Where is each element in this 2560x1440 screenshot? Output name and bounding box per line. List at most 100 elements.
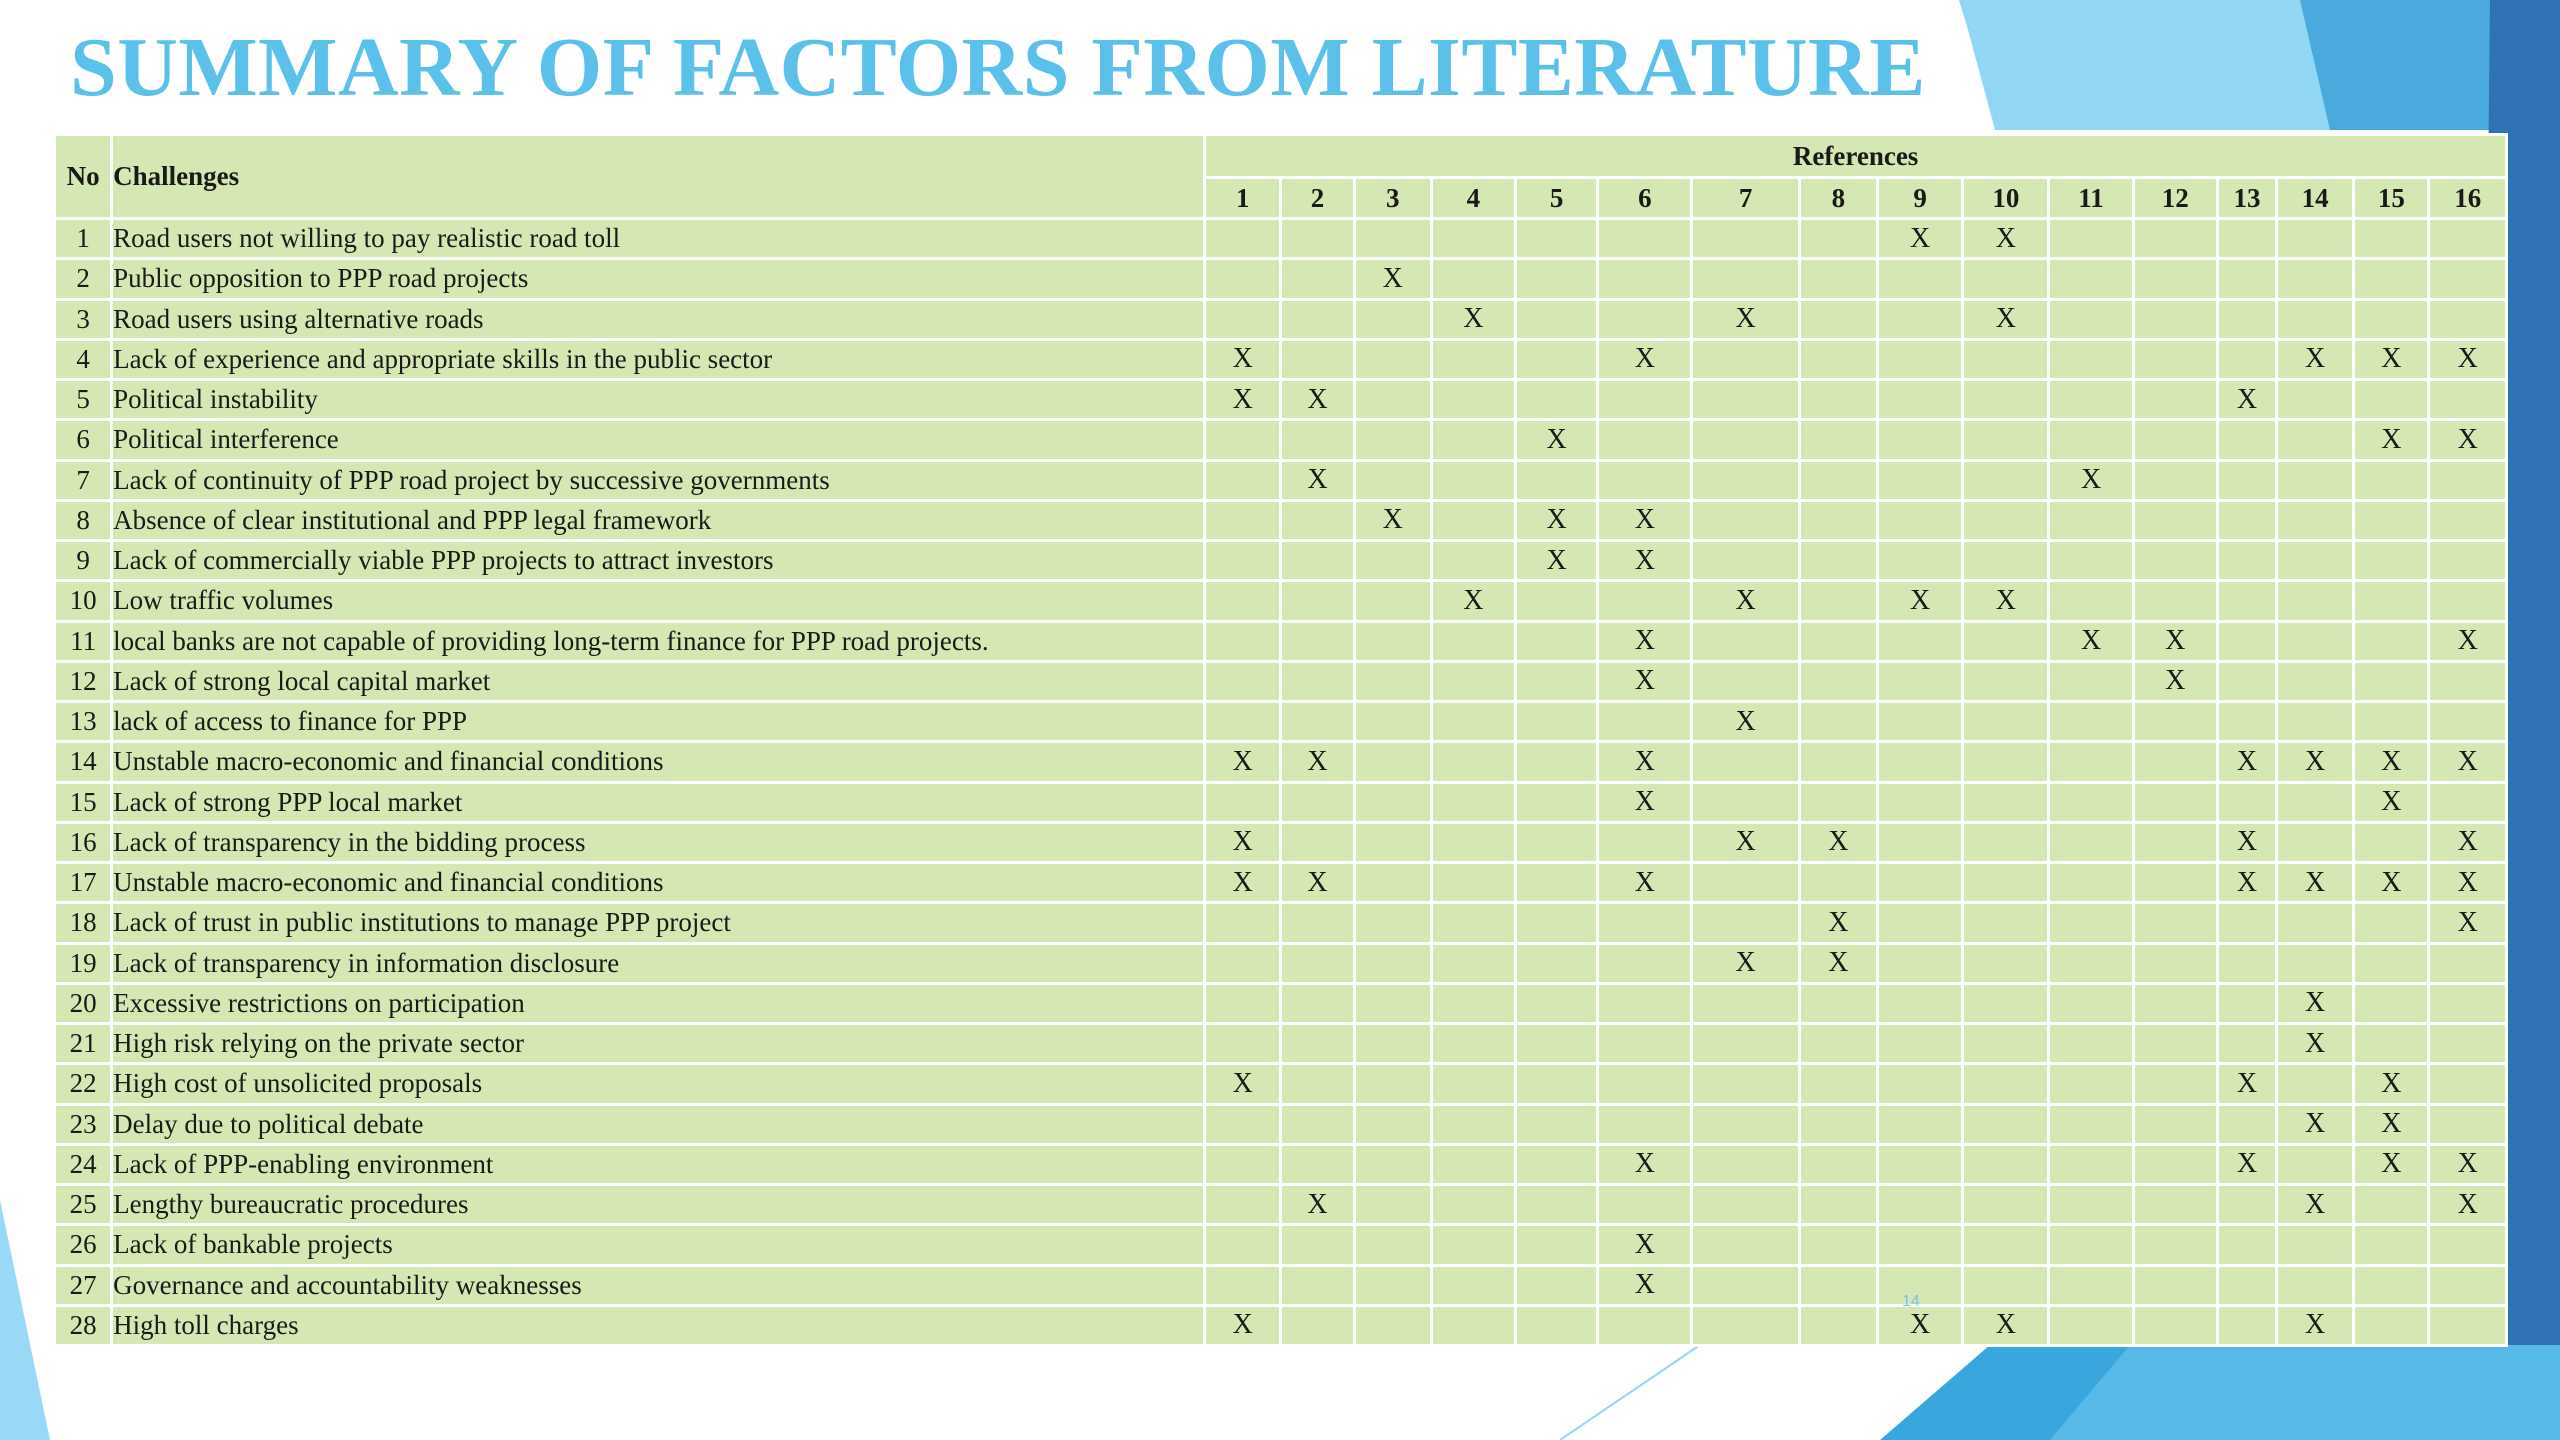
reference-cell-empty — [2352, 659, 2431, 704]
reference-cell-empty — [1279, 257, 1356, 301]
reference-cell-empty — [2427, 216, 2508, 261]
reference-cell-empty — [1797, 981, 1879, 1026]
column-header-challenges: Challenges — [110, 133, 1207, 220]
reference-cell-empty — [1961, 780, 2051, 824]
reference-cell-empty — [2215, 498, 2279, 543]
reference-cell-empty — [1203, 901, 1283, 945]
reference-cell-empty — [1961, 538, 2051, 583]
reference-cell-empty — [1352, 820, 1433, 865]
reference-cell-empty — [2131, 1223, 2219, 1267]
column-header-no: No — [52, 133, 114, 220]
reference-cell-empty — [2427, 699, 2508, 744]
reference-cell-empty — [2275, 699, 2356, 744]
reference-mark: X — [2352, 418, 2431, 462]
reference-mark: X — [2427, 901, 2508, 945]
table-row: 23 Delay due to political debate X X — [52, 1102, 2508, 1146]
reference-mark: X — [2352, 780, 2431, 824]
reference-cell-empty — [2131, 901, 2219, 945]
reference-cell-empty — [2275, 901, 2356, 945]
table-row: 17 Unstable macro-economic and financial … — [52, 860, 2508, 905]
challenge-text: Lack of experience and appropriate skill… — [110, 337, 1207, 382]
reference-cell-empty — [1875, 659, 1965, 704]
reference-cell-empty — [1514, 659, 1600, 704]
reference-cell-empty — [1279, 780, 1356, 824]
reference-cell-empty — [1352, 659, 1433, 704]
table-row: 10 Low traffic volumes X X X X — [52, 579, 2508, 623]
reference-header-10: 10 — [1961, 176, 2051, 220]
reference-cell-empty — [1514, 941, 1600, 985]
reference-mark: X — [1514, 498, 1600, 543]
reference-mark: X — [2427, 820, 2508, 865]
reference-cell-empty — [2352, 538, 2431, 583]
reference-cell-empty — [1797, 216, 1879, 261]
challenge-text: Delay due to political debate — [110, 1102, 1207, 1146]
table-row: 18 Lack of trust in public institutions t… — [52, 901, 2508, 945]
reference-cell-empty — [1690, 1182, 1801, 1227]
factors-table: No Challenges References 1 2 3 4 5 6 7 8 9 10 11 12… — [52, 133, 2508, 1348]
reference-cell-empty — [1352, 1182, 1433, 1227]
reference-cell-empty — [2352, 297, 2431, 341]
reference-cell-empty — [1514, 981, 1600, 1026]
reference-cell-empty — [1797, 1303, 1879, 1348]
reference-cell-empty — [1797, 538, 1879, 583]
reference-header-16: 16 — [2427, 176, 2508, 220]
reference-cell-empty — [2352, 1182, 2431, 1227]
reference-cell-empty — [2131, 498, 2219, 543]
table-row: 5 Political instability X X X — [52, 377, 2508, 422]
reference-cell-empty — [2131, 860, 2219, 905]
reference-cell-empty — [1875, 941, 1965, 985]
reference-cell-empty — [1875, 1102, 1965, 1146]
reference-mark: X — [2047, 458, 2135, 502]
reference-mark: X — [1596, 740, 1694, 784]
reference-header-4: 4 — [1429, 176, 1518, 220]
reference-cell-empty — [2275, 458, 2356, 502]
reference-cell-empty — [1690, 458, 1801, 502]
reference-cell-empty — [2275, 579, 2356, 623]
reference-header-5: 5 — [1514, 176, 1600, 220]
table-row: 14 Unstable macro-economic and financial … — [52, 740, 2508, 784]
reference-cell-empty — [1279, 337, 1356, 382]
reference-cell-empty — [1203, 699, 1283, 744]
row-number: 7 — [52, 458, 114, 502]
reference-mark: X — [1961, 297, 2051, 341]
reference-cell-empty — [2275, 1223, 2356, 1267]
reference-cell-empty — [1203, 981, 1283, 1026]
reference-cell-empty — [1797, 498, 1879, 543]
reference-mark: X — [2352, 740, 2431, 784]
reference-cell-empty — [2131, 780, 2219, 824]
reference-mark: X — [1514, 418, 1600, 462]
reference-cell-empty — [1797, 1223, 1879, 1267]
reference-cell-empty — [1429, 1303, 1518, 1348]
row-number: 23 — [52, 1102, 114, 1146]
reference-cell-empty — [1352, 699, 1433, 744]
reference-cell-empty — [1429, 860, 1518, 905]
reference-cell-empty — [1514, 377, 1600, 422]
challenge-text: local banks are not capable of providing… — [110, 619, 1207, 663]
reference-cell-empty — [1279, 498, 1356, 543]
table-row: 21 High risk relying on the private secto… — [52, 1021, 2508, 1066]
row-number: 22 — [52, 1062, 114, 1106]
reference-mark: X — [1797, 941, 1879, 985]
reference-cell-empty — [1961, 1102, 2051, 1146]
reference-cell-empty — [1875, 458, 1965, 502]
reference-cell-empty — [1352, 1102, 1433, 1146]
challenge-text: Lengthy bureaucratic procedures — [110, 1182, 1207, 1227]
reference-cell-empty — [1690, 337, 1801, 382]
decor-shape-bottom-right-light — [2050, 1345, 2560, 1440]
reference-mark: X — [1203, 1303, 1283, 1348]
reference-cell-empty — [1429, 337, 1518, 382]
reference-cell-empty — [2215, 1182, 2279, 1227]
reference-mark: X — [2352, 1102, 2431, 1146]
reference-cell-empty — [1279, 941, 1356, 985]
reference-mark: X — [2352, 860, 2431, 905]
reference-cell-empty — [1875, 1223, 1965, 1267]
reference-cell-empty — [2427, 941, 2508, 985]
reference-cell-empty — [1797, 1263, 1879, 1307]
reference-cell-empty — [1279, 619, 1356, 663]
reference-mark: X — [1203, 860, 1283, 905]
reference-cell-empty — [1875, 337, 1965, 382]
reference-cell-empty — [2215, 659, 2279, 704]
reference-cell-empty — [1875, 901, 1965, 945]
row-number: 8 — [52, 498, 114, 543]
reference-cell-empty — [2275, 619, 2356, 663]
